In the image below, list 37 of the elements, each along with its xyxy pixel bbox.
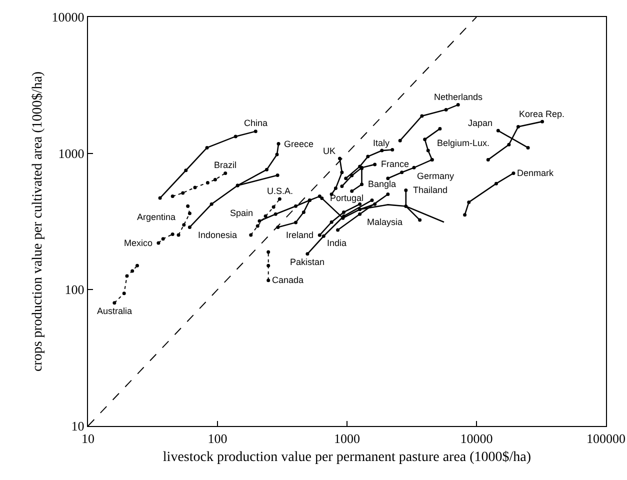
series-label: India [327,238,347,248]
series-label: Bangla [368,179,396,189]
series-label: Brazil [214,160,237,170]
x-tick-label: 100000 [586,430,626,446]
series-label: Australia [97,306,132,316]
x-axis-title: livestock production value per permanent pasture area (1000$/ha) [162,450,532,465]
series-label: Italy [373,138,390,148]
series-label: Indonesia [198,230,238,240]
series-label: Malaysia [367,217,403,227]
x-tick-label: 1000 [334,430,360,446]
x-tick-label: 10000 [460,430,493,446]
series-label: France [381,159,410,169]
series-label: Korea Rep. [519,109,565,119]
x-tick-label: 10 [82,430,94,446]
series-label: Canada [272,275,304,285]
series-label: Pakistan [290,257,325,267]
y-tick-label: 100 [64,282,84,298]
series-label: Ireland [286,230,314,240]
series-label: Spain [230,208,254,218]
series-label: Portugal [330,193,364,203]
series-label: Argentina [137,212,176,222]
series-label: Greece [284,139,314,149]
y-axis-title: crops production value per cultivated area (1000$/ha) [30,71,46,372]
series-label: Mexico [124,238,153,248]
series-label: Netherlands [434,92,484,102]
y-tick-label: 10000 [52,10,84,25]
series-label: U.S.A. [267,186,294,196]
x-tick-label: 100 [208,430,228,446]
y-tick-label: 10 [71,418,84,434]
y-tick-label: 1000 [58,146,84,161]
series-label: Japan [468,118,493,128]
series-label: Denmark [517,168,554,178]
series-label: UK [323,146,336,156]
series-label: Thailand [413,185,448,195]
series-label: Belgium-Lux. [437,138,490,148]
series-label: China [244,118,268,128]
series-label: Germany [417,171,455,181]
